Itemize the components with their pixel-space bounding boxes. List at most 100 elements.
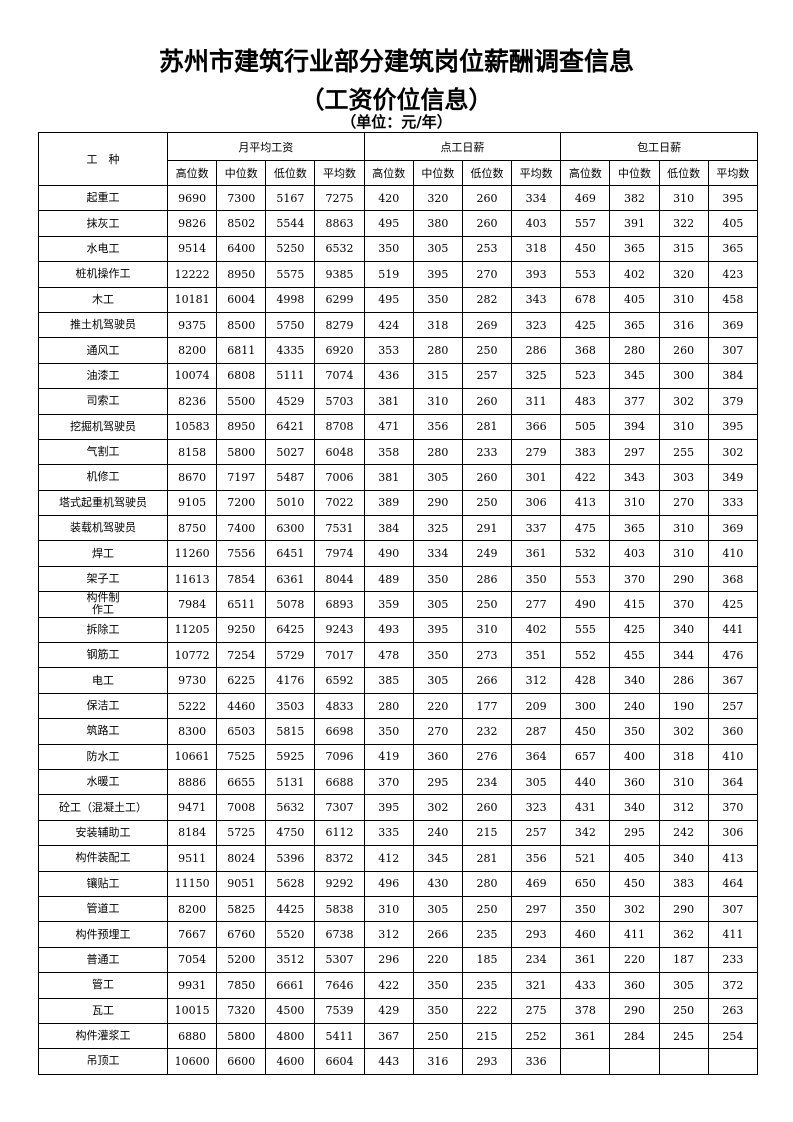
table-row: 桩机操作工 12222 8950 5575 9385 519 395 270 393 553 402… (38, 261, 759, 288)
value-cell: 429 (363, 997, 414, 1024)
value-cell: 7556 (216, 540, 267, 567)
job-name-cell: 镶贴工 (38, 870, 168, 897)
value-cell: 5838 (314, 895, 365, 923)
page-title: 苏州市建筑行业部分建筑岗位薪酬调查信息 (158, 47, 634, 76)
value-cell: 369 (707, 515, 759, 542)
row-header: 工 种 (38, 132, 168, 186)
value-cell: 6300 (265, 515, 316, 542)
job-name-cell: 起重工 (38, 184, 168, 212)
value-cell: 361 (560, 1022, 611, 1050)
value-cell: 7017 (314, 642, 365, 669)
value-cell: 657 (560, 743, 611, 770)
value-cell: 410 (707, 540, 759, 567)
value-cell: 7850 (216, 972, 267, 999)
value-cell: 233 (707, 946, 759, 974)
value-cell: 245 (658, 1022, 709, 1050)
value-cell: 320 (658, 261, 709, 288)
value-cell: 5010 (265, 489, 316, 517)
value-cell: 478 (363, 642, 414, 669)
value-cell: 5925 (265, 743, 316, 770)
value-cell: 6600 (216, 1048, 267, 1075)
value-cell: 5575 (265, 261, 316, 288)
value-cell: 290 (412, 489, 463, 517)
value-cell: 316 (412, 1048, 463, 1075)
value-cell: 490 (560, 591, 611, 618)
value-cell: 9250 (216, 616, 267, 644)
value-cell: 8044 (314, 565, 365, 593)
value-cell: 11613 (166, 565, 218, 593)
value-cell: 323 (511, 794, 562, 821)
value-cell: 495 (363, 210, 414, 237)
value-cell: 333 (707, 489, 759, 517)
value-cell (658, 1048, 709, 1075)
job-name-cell: 司索工 (38, 388, 168, 415)
value-cell: 364 (707, 768, 759, 796)
table-row: 气割工 8158 5800 5027 6048 358 280 233 279 383 297 255… (38, 438, 759, 466)
value-cell: 6004 (216, 286, 267, 313)
value-cell: 6592 (314, 667, 365, 694)
value-cell: 424 (363, 311, 414, 339)
value-cell: 322 (658, 210, 709, 237)
job-name-cell: 机修工 (38, 464, 168, 491)
job-name-cell: 钢筋工 (38, 642, 168, 669)
value-cell: 678 (560, 286, 611, 313)
value-cell: 302 (658, 718, 709, 745)
value-cell: 276 (461, 743, 513, 770)
value-cell: 6451 (265, 540, 316, 567)
value-cell: 5111 (265, 362, 316, 390)
value-cell: 7006 (314, 464, 365, 491)
value-cell: 8886 (166, 768, 218, 796)
value-cell: 395 (707, 184, 759, 212)
job-name-cell: 木工 (38, 286, 168, 313)
value-cell: 395 (412, 261, 463, 288)
value-cell: 8502 (216, 210, 267, 237)
value-cell: 367 (707, 667, 759, 694)
value-cell (609, 1048, 660, 1075)
value-cell: 260 (461, 794, 513, 821)
value-cell: 365 (609, 311, 660, 339)
value-cell: 505 (560, 413, 611, 440)
value-cell: 343 (609, 464, 660, 491)
value-cell: 483 (560, 388, 611, 415)
value-cell: 471 (363, 413, 414, 440)
value-cell: 360 (609, 972, 660, 999)
value-cell: 402 (609, 261, 660, 288)
value-cell: 280 (461, 870, 513, 897)
value-cell: 263 (707, 997, 759, 1024)
table-row: 瓦工 10015 7320 4500 7539 429 350 222 275 378 290 250… (38, 997, 759, 1024)
table-row: 构件制 作工 7984 6511 5078 6893 359 305 250 277 490 415… (38, 591, 759, 618)
value-cell: 7854 (216, 565, 267, 593)
value-cell: 7400 (216, 515, 267, 542)
value-cell: 242 (658, 819, 709, 847)
value-cell: 367 (363, 1022, 414, 1050)
value-cell: 296 (363, 946, 414, 974)
value-cell: 280 (412, 337, 463, 364)
value-cell: 7531 (314, 515, 365, 542)
table-row: 砼工（混凝土工） 9471 7008 5632 7307 395 302 260 323 431 3… (38, 794, 759, 821)
value-cell: 5500 (216, 388, 267, 415)
value-cell: 286 (461, 565, 513, 593)
value-cell: 11205 (166, 616, 218, 644)
value-cell: 6808 (216, 362, 267, 390)
value-cell: 6604 (314, 1048, 365, 1075)
value-cell: 220 (609, 946, 660, 974)
value-cell: 4600 (265, 1048, 316, 1075)
group-header-daily: 点工日薪 (363, 132, 562, 161)
value-cell: 6511 (216, 591, 267, 618)
value-cell: 8279 (314, 311, 365, 339)
value-cell: 450 (560, 235, 611, 263)
value-cell: 395 (707, 413, 759, 440)
value-cell: 353 (363, 337, 414, 364)
value-cell: 334 (412, 540, 463, 567)
value-cell: 490 (363, 540, 414, 567)
job-name-cell: 构件预埋工 (38, 921, 168, 948)
table-row: 水暖工 8886 6655 5131 6688 370 295 234 305 440 360 310… (38, 768, 759, 796)
unit-label: （单位：元/年） (341, 113, 452, 131)
value-cell: 9292 (314, 870, 365, 897)
value-cell: 350 (363, 235, 414, 263)
value-cell: 377 (609, 388, 660, 415)
value-cell: 412 (363, 845, 414, 872)
value-cell: 380 (412, 210, 463, 237)
value-cell: 361 (560, 946, 611, 974)
value-cell: 6655 (216, 768, 267, 796)
